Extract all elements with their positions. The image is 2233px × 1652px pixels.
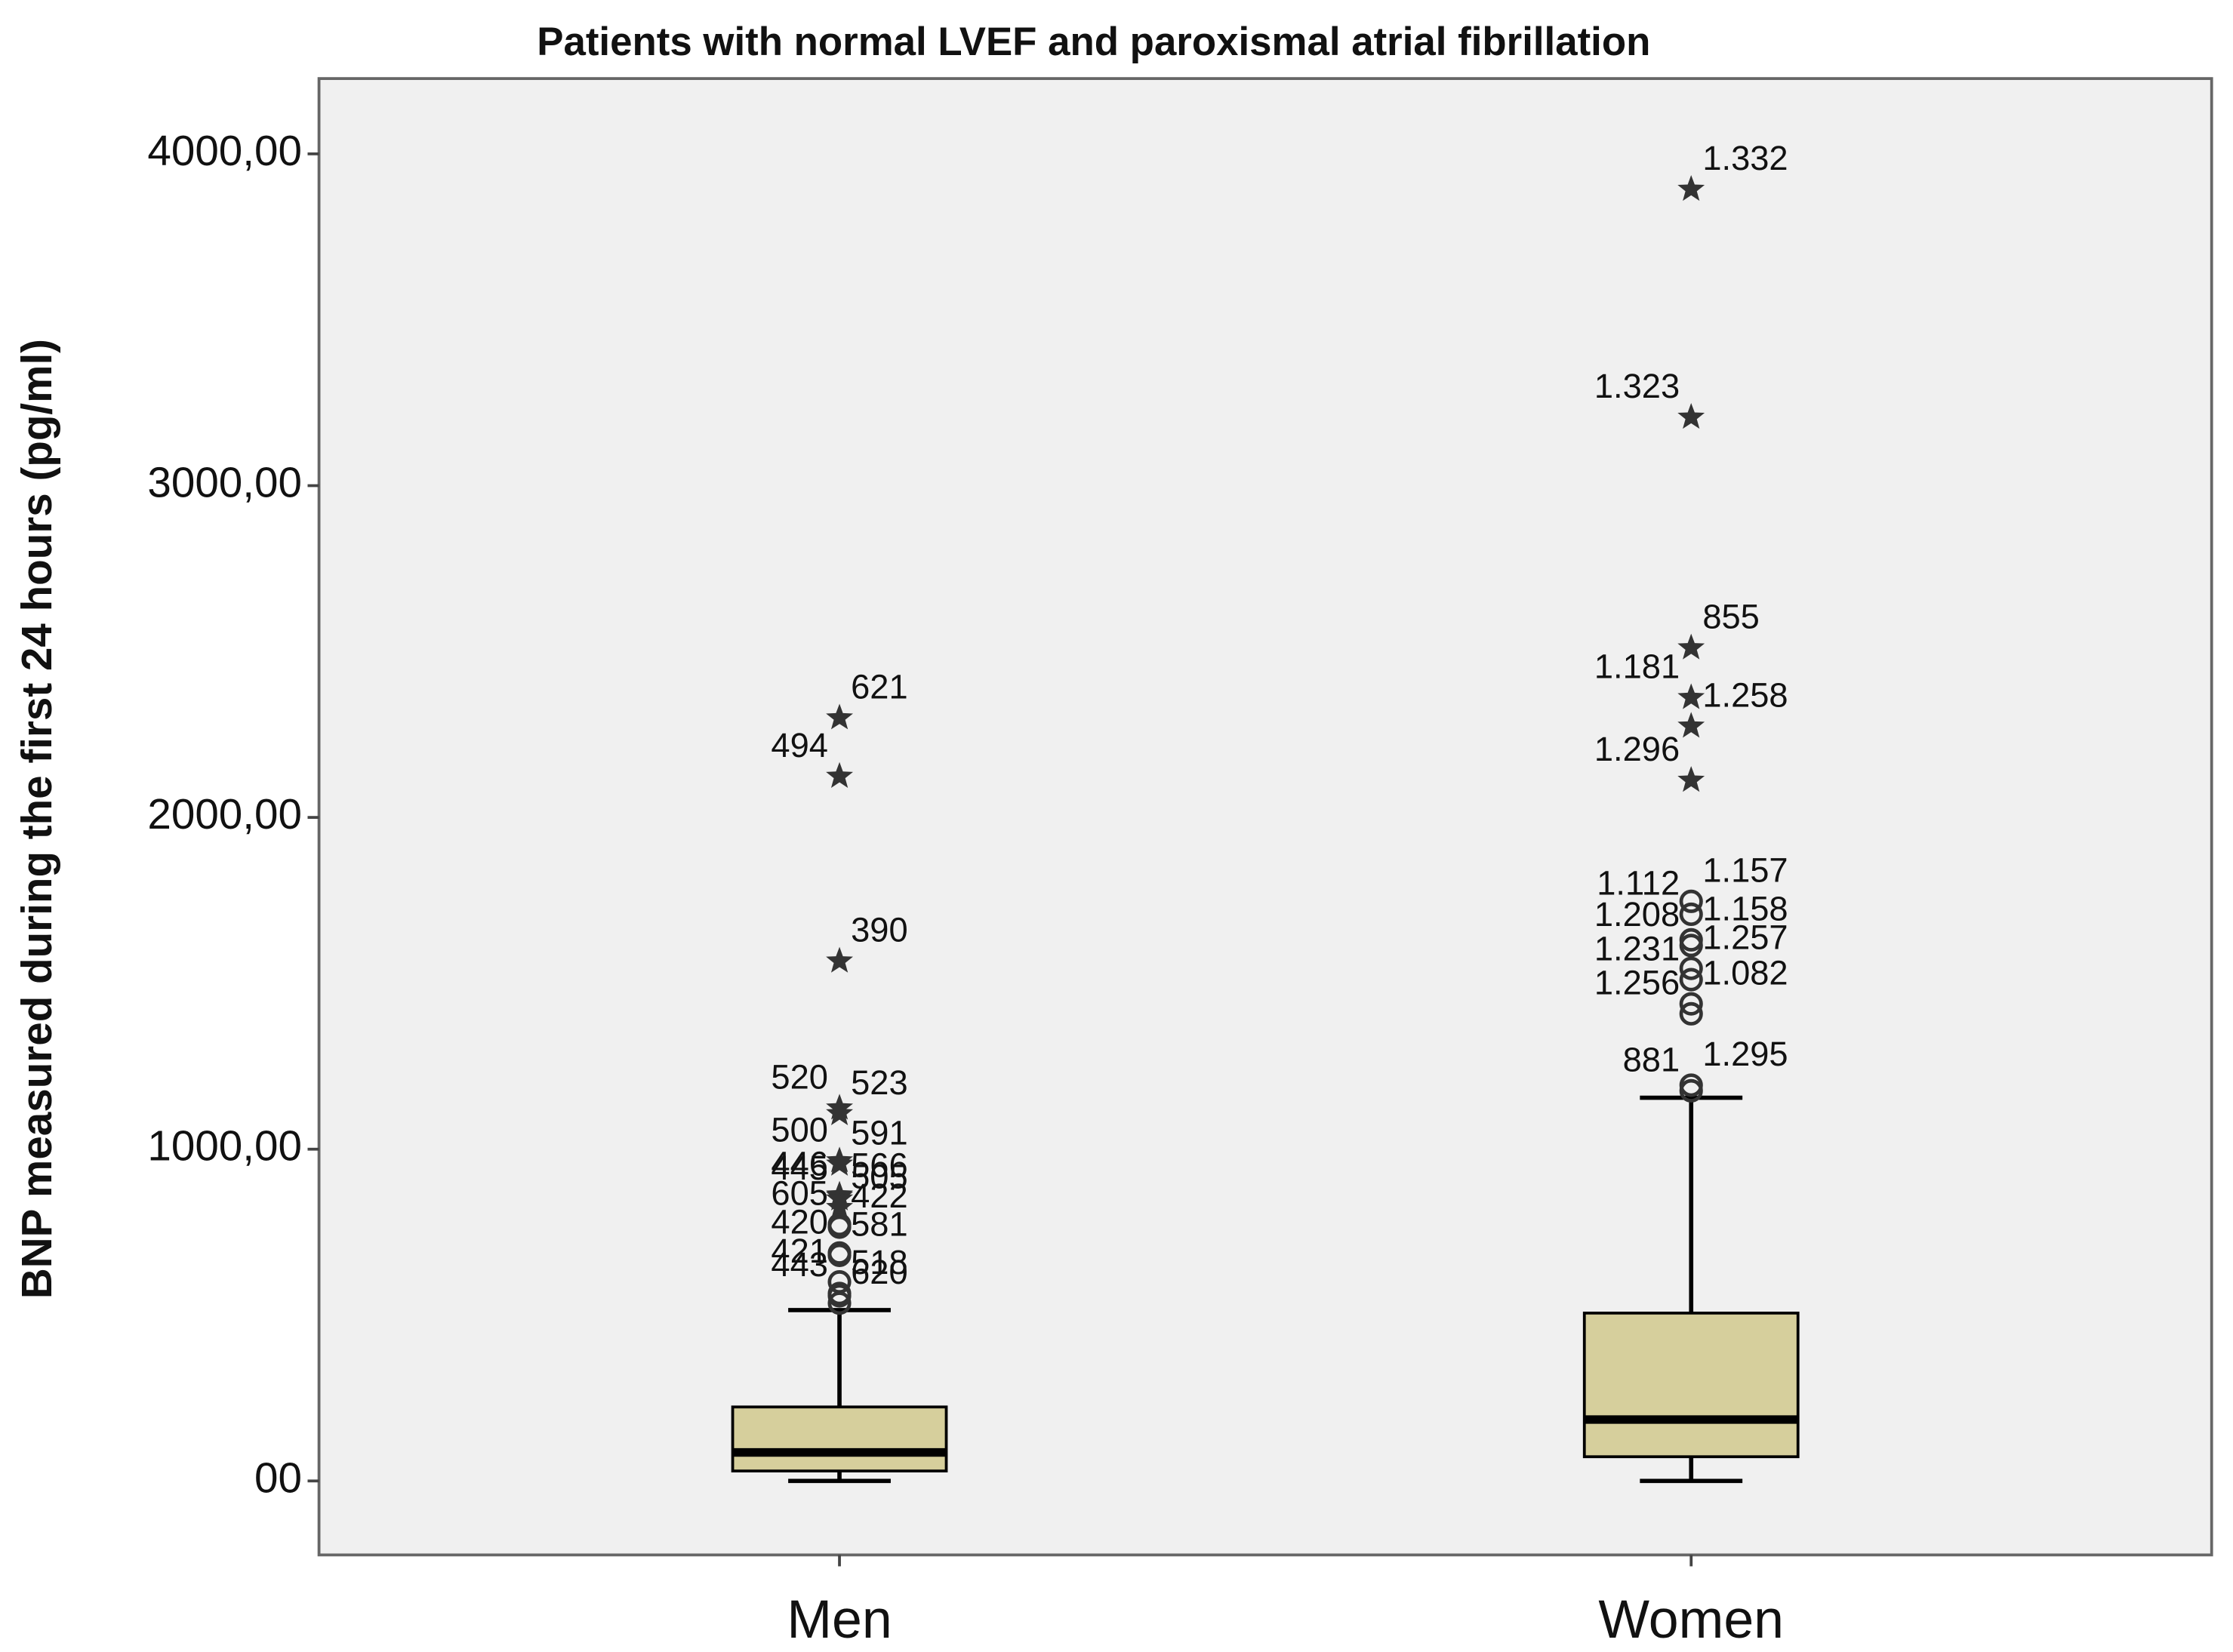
outlier-label: 523	[851, 1063, 908, 1102]
outlier-label: 421	[771, 1232, 828, 1270]
outlier-label: 1.295	[1702, 1035, 1788, 1073]
extreme-marker	[826, 1193, 854, 1220]
outlier-label: 855	[1702, 598, 1760, 636]
outlier-marker	[827, 1243, 852, 1267]
outlier-label: 1.258	[1702, 675, 1788, 714]
outlier-label: 1.181	[1594, 648, 1680, 686]
outlier-marker	[1679, 956, 1703, 980]
extreme-marker	[1677, 766, 1705, 792]
outlier-label: 1.208	[1594, 895, 1680, 934]
outlier-label: 505	[851, 1157, 908, 1195]
outlier-marker	[1679, 1001, 1703, 1026]
outlier-marker	[1679, 889, 1703, 913]
outlier-label: 881	[1623, 1041, 1680, 1079]
outlier-label: 445	[771, 1149, 828, 1187]
extreme-marker	[826, 946, 854, 973]
outlier-label: 1.256	[1594, 964, 1680, 1002]
outlier-label: 1.231	[1594, 929, 1680, 968]
outlier-marker	[1679, 1078, 1703, 1103]
box	[1582, 1312, 1800, 1459]
y-tick-label: 1000,00	[147, 1122, 302, 1170]
outlier-label: 390	[851, 911, 908, 949]
outlier-marker	[1679, 934, 1703, 958]
outlier-label: 1.112	[1597, 864, 1680, 903]
outlier-label: 620	[851, 1253, 908, 1291]
outlier-label: 500	[771, 1110, 828, 1149]
outlier-marker	[827, 1291, 852, 1315]
outlier-label: 420	[771, 1203, 828, 1241]
outlier-label: 621	[851, 667, 908, 706]
plot-area	[317, 77, 2213, 1557]
outlier-label: 494	[771, 726, 828, 764]
outlier-label: 446	[771, 1145, 828, 1183]
extreme-marker	[1677, 633, 1705, 660]
outlier-label: 581	[851, 1205, 908, 1244]
y-tick-label: 2000,00	[147, 790, 302, 838]
box	[731, 1405, 948, 1473]
extreme-marker	[826, 1099, 854, 1126]
y-axis-title: BNP measured during the first 24 hours (…	[13, 339, 60, 1299]
outlier-label: 605	[771, 1174, 828, 1213]
outlier-marker	[1679, 902, 1703, 927]
extreme-marker	[1677, 683, 1705, 709]
outlier-marker	[1679, 968, 1703, 992]
y-tick-label: 3000,00	[147, 458, 302, 506]
outlier-label: 1.082	[1702, 953, 1788, 992]
extreme-marker	[826, 761, 854, 788]
x-tick-label: Men	[787, 1589, 892, 1650]
outlier-label: 422	[851, 1177, 908, 1215]
extreme-marker	[826, 1149, 854, 1176]
x-tick-label: Women	[1598, 1589, 1784, 1650]
outlier-label: 1.158	[1702, 890, 1788, 928]
outlier-label: 566	[851, 1146, 908, 1184]
outlier-label: 518	[851, 1243, 908, 1281]
extreme-marker	[1677, 712, 1705, 738]
outlier-label: 1.157	[1702, 851, 1788, 890]
outlier-marker	[827, 1284, 852, 1308]
extreme-marker	[826, 703, 854, 730]
chart-title: Patients with normal LVEF and paroxismal…	[537, 20, 1650, 64]
outlier-label: 1.323	[1594, 367, 1680, 405]
extreme-marker	[1677, 403, 1705, 429]
extreme-marker	[1677, 175, 1705, 202]
outlier-label: 1.332	[1702, 139, 1788, 177]
outlier-label: 1.296	[1594, 730, 1680, 768]
outlier-label: 591	[851, 1114, 908, 1152]
outlier-marker	[1679, 992, 1703, 1016]
outlier-label: 1.257	[1702, 918, 1788, 956]
outlier-marker	[827, 1215, 852, 1239]
outlier-label: 520	[771, 1057, 828, 1096]
outlier-label: 443	[771, 1245, 828, 1284]
y-tick-label: 4000,00	[147, 127, 302, 174]
y-tick-label: 00	[254, 1454, 302, 1501]
